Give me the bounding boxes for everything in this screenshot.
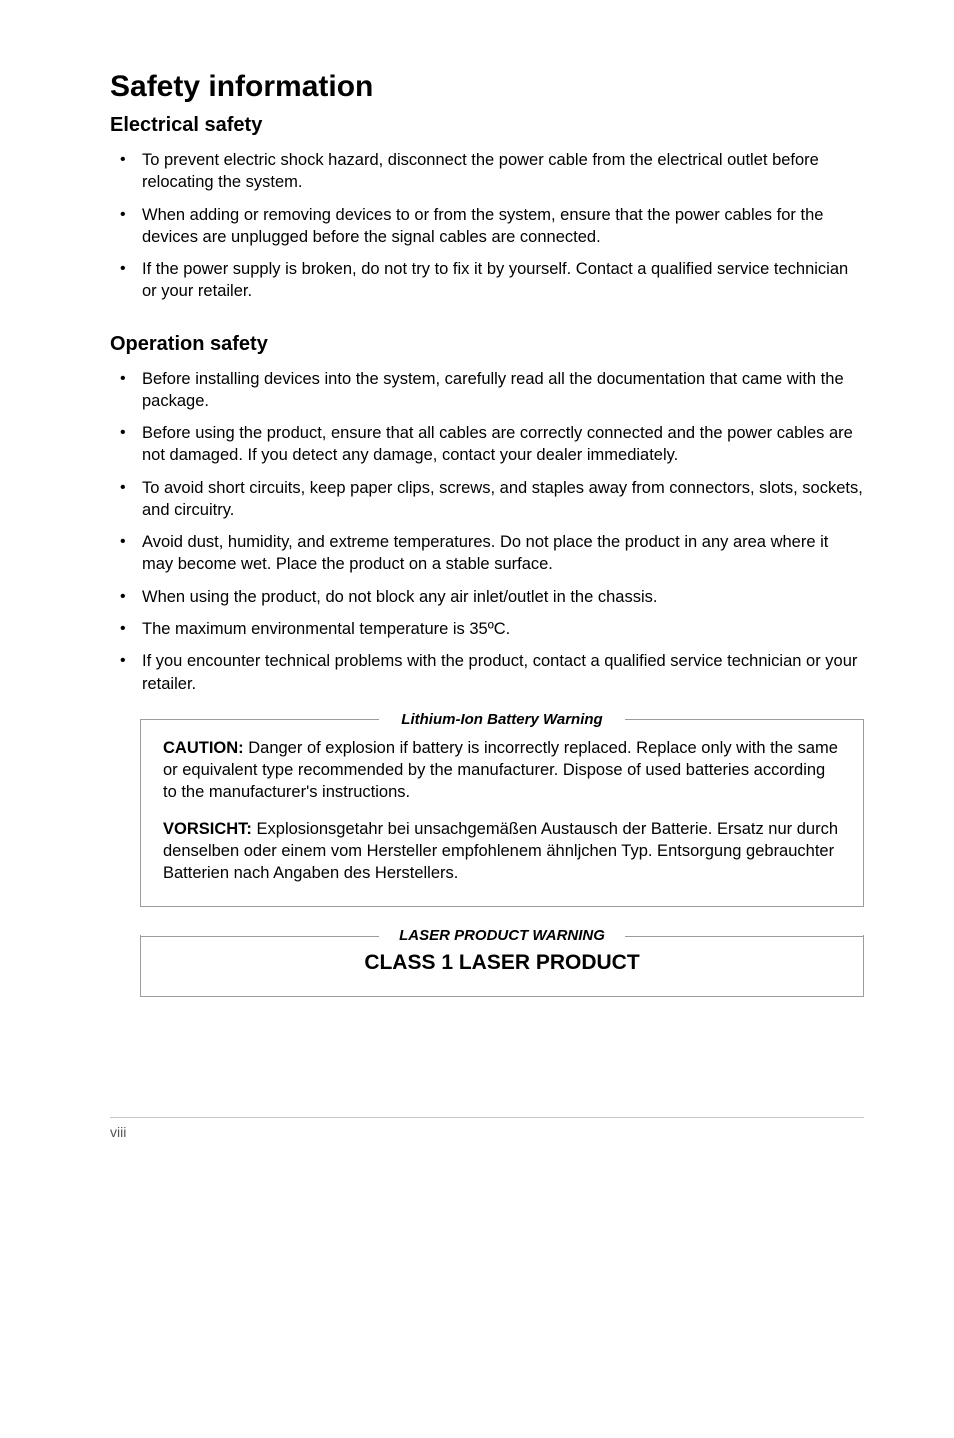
list-item: To prevent electric shock hazard, discon… xyxy=(110,149,864,194)
vorsicht-label: VORSICHT: xyxy=(163,820,252,838)
list-item: Avoid dust, humidity, and extreme temper… xyxy=(110,531,864,576)
laser-warning-callout: LASER PRODUCT WARNING CLASS 1 LASER PROD… xyxy=(140,927,864,996)
page-title: Safety information xyxy=(110,70,864,104)
list-item: Before installing devices into the syste… xyxy=(110,368,864,413)
caution-label: CAUTION: xyxy=(163,739,244,757)
caution-text: Danger of explosion if battery is incorr… xyxy=(163,739,838,802)
list-item: When using the product, do not block any… xyxy=(110,586,864,608)
laser-callout-title: LASER PRODUCT WARNING xyxy=(140,927,864,944)
list-item: To avoid short circuits, keep paper clip… xyxy=(110,477,864,522)
list-item: The maximum environmental temperature is… xyxy=(110,618,864,640)
caution-paragraph: CAUTION: Danger of explosion if battery … xyxy=(163,737,841,804)
list-item: If you encounter technical problems with… xyxy=(110,650,864,695)
electrical-list: To prevent electric shock hazard, discon… xyxy=(110,149,864,303)
section-heading-operation: Operation safety xyxy=(110,333,864,356)
page-footer: viii xyxy=(110,1117,864,1140)
battery-callout-title-text: Lithium-Ion Battery Warning xyxy=(387,711,616,728)
laser-class-text: CLASS 1 LASER PRODUCT xyxy=(163,949,841,977)
vorsicht-text: Explosionsgetahr bei unsachgemäßen Austa… xyxy=(163,820,838,883)
battery-warning-callout: Lithium-Ion Battery Warning CAUTION: Dan… xyxy=(140,711,864,908)
laser-callout-box: CLASS 1 LASER PRODUCT xyxy=(140,935,864,996)
document-page: Safety information Electrical safety To … xyxy=(0,0,954,1170)
vorsicht-paragraph: VORSICHT: Explosionsgetahr bei unsachgem… xyxy=(163,818,841,885)
operation-list: Before installing devices into the syste… xyxy=(110,368,864,695)
section-heading-electrical: Electrical safety xyxy=(110,114,864,137)
battery-callout-box: CAUTION: Danger of explosion if battery … xyxy=(140,719,864,908)
list-item: Before using the product, ensure that al… xyxy=(110,422,864,467)
laser-callout-title-text: LASER PRODUCT WARNING xyxy=(385,927,619,944)
list-item: When adding or removing devices to or fr… xyxy=(110,204,864,249)
page-number: viii xyxy=(110,1124,126,1140)
list-item: If the power supply is broken, do not tr… xyxy=(110,258,864,303)
battery-callout-title: Lithium-Ion Battery Warning xyxy=(140,711,864,728)
